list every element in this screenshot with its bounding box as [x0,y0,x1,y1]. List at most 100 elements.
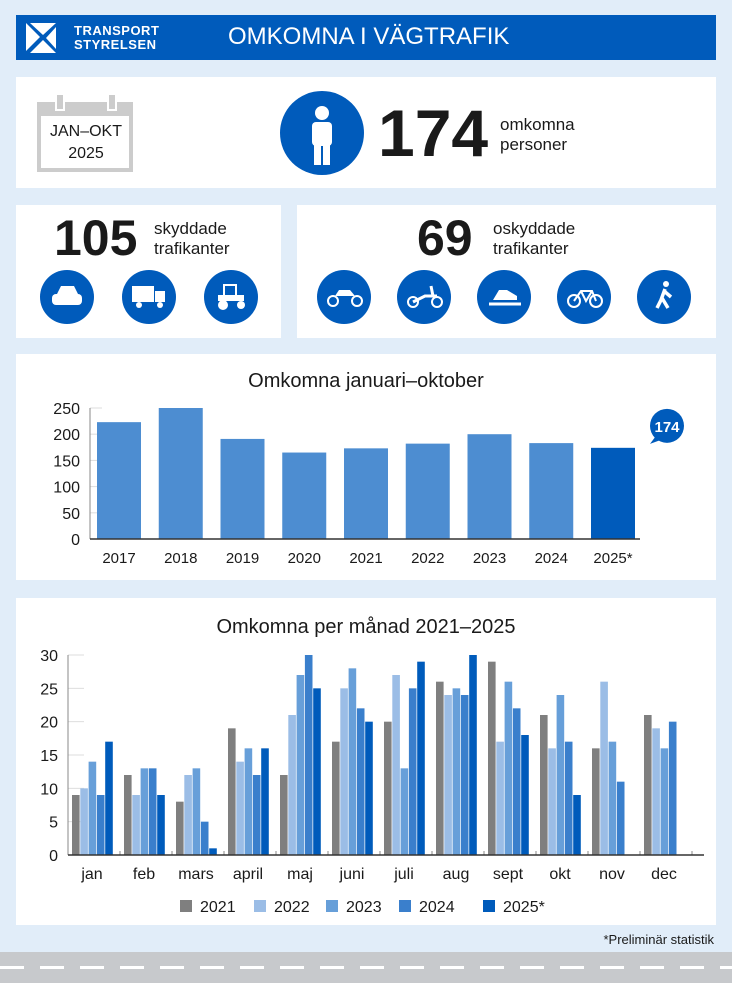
x-tick-label: 2021 [349,550,382,567]
bar-dec-2024 [668,721,677,855]
bar-dec-2022 [652,728,660,855]
tractor-icon [204,270,258,324]
y-tick-label: 25 [40,681,58,698]
x-tick-label: juni [339,866,365,883]
x-tick-label: 2024 [535,550,568,567]
bar-mars-2022 [184,775,192,855]
bicycle-icon [557,270,611,324]
x-tick-label: mars [178,866,214,883]
y-tick-label: 250 [53,401,80,418]
x-tick-label: sept [493,866,524,883]
bar-jan-2025 [105,741,113,855]
bar-feb-2023 [140,768,149,855]
bar-sept-2023 [504,681,513,855]
bar-aug-2021 [436,681,444,855]
bar-juni-2024 [356,708,365,855]
bar-okt-2021 [540,715,548,855]
transportstyrelsen-logo-icon [26,23,56,53]
yearly-chart-panel: Omkomna januari–oktober 0 50 100 150 200 250 2… [16,354,716,580]
bar-jan-2021 [72,795,80,855]
bar-juni-2021 [332,741,340,855]
x-tick-label: nov [599,866,625,883]
x-tick-label: april [233,866,263,883]
motorcycle-icon [317,270,371,324]
x-tick-label: jan [80,866,102,883]
bar-jan-2023 [88,761,97,855]
y-tick-label: 0 [49,848,58,865]
legend-swatch-2024 [399,900,411,912]
legend-label: 2021 [200,899,236,916]
bar-2025* [591,447,635,539]
legend-label: 2022 [274,899,310,916]
x-tick-label: dec [651,866,677,883]
x-tick-label: 2020 [288,550,321,567]
bar-2021 [344,448,388,539]
bar-april-2024 [252,775,261,855]
total-label: omkomna personer [500,115,575,154]
x-tick-label: 2019 [226,550,259,567]
car-icon [40,270,94,324]
callout-value: 174 [654,419,680,436]
bar-dec-2021 [644,715,652,855]
unprotected-panel: 69 oskyddade trafikanter [297,205,716,338]
x-tick-label: feb [133,866,155,883]
bar-sept-2022 [496,741,504,855]
footnote: *Preliminär statistik [603,932,714,947]
y-tick-label: 20 [40,715,58,732]
bar-jan-2022 [80,788,88,855]
y-tick-label: 15 [40,748,58,765]
x-tick-label: okt [549,866,571,883]
bar-april-2025 [261,748,269,855]
bar-nov-2022 [600,681,608,855]
protected-label: skyddade trafikanter [154,219,230,258]
period-label: JAN–OKT 2025 [49,123,122,162]
bar-juni-2023 [348,668,357,855]
protected-count: 105 [54,210,138,266]
y-tick-label: 30 [40,648,58,665]
bar-feb-2024 [148,768,157,855]
bar-2022 [405,443,450,539]
bar-okt-2022 [548,748,556,855]
bar-sept-2021 [488,661,496,855]
callout-bubble [650,408,684,443]
bar-aug-2025 [469,655,477,855]
bar-2017 [97,422,141,539]
monthly-chart-title: Omkomna per månad 2021–2025 [216,616,516,638]
bar-maj-2023 [296,675,305,855]
bar-feb-2025 [157,795,165,855]
bar-2018 [158,408,203,539]
snowmobile-icon [477,270,531,324]
legend-label: 2025* [503,899,545,916]
person-icon [280,91,364,175]
bar-jan-2024 [96,795,105,855]
bar-2019 [220,438,265,539]
bar-aug-2022 [444,695,452,855]
header-bar: TRANSPORT STYRELSEN OMKOMNA I VÄGTRAFIK [16,15,716,60]
calendar-icon [37,93,133,172]
legend-swatch-2022 [254,900,266,912]
bar-nov-2021 [592,748,600,855]
legend-label: 2023 [346,899,382,916]
y-tick-label: 150 [53,453,80,470]
bar-nov-2024 [616,781,625,855]
bar-mars-2023 [192,768,201,855]
bar-april-2023 [244,748,253,855]
bar-april-2022 [236,761,244,855]
moped-icon [397,270,451,324]
x-tick-label: juli [393,866,414,883]
monthly-chart: 0 5 10 15 20 25 30 jan feb mars april maj juni juli au… [40,648,704,916]
monthly-chart-panel: Omkomna per månad 2021–2025 0 5 10 15 20 25 30… [16,598,716,925]
legend-swatch-2025 [483,900,495,912]
bar-okt-2025 [573,795,581,855]
bar-mars-2021 [176,801,184,855]
y-tick-label: 100 [53,480,80,497]
pedestrian-icon [637,270,691,324]
total-count: 174 [378,96,489,170]
bar-juli-2025 [417,661,425,855]
bar-sept-2024 [512,708,521,855]
bar-april-2021 [228,728,236,855]
y-tick-label: 50 [62,506,80,523]
bar-juni-2022 [340,688,348,855]
yearly-chart-title: Omkomna januari–oktober [248,370,484,392]
truck-icon [122,270,176,324]
